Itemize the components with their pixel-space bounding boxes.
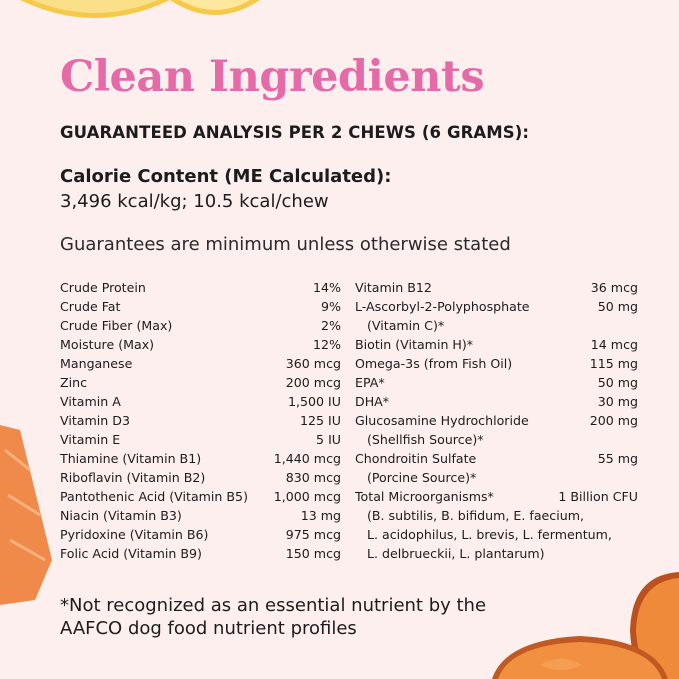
nutrient-name: Total Microorganisms*: [355, 489, 494, 504]
nutrient-row: Biotin (Vitamin H)* 14 mcg: [355, 335, 638, 354]
nutrient-name: Crude Protein: [60, 280, 146, 295]
nutrient-row: DHA* 30 mg: [355, 392, 638, 411]
nutrient-row: Niacin (Vitamin B3) 13 mg: [60, 506, 341, 525]
nutrient-value: 2%: [321, 318, 341, 333]
nutrient-name: Crude Fiber (Max): [60, 318, 173, 333]
nutrient-row: Crude Protein 14%: [60, 278, 341, 297]
salmon-image: [0, 425, 52, 605]
nutrient-row: Vitamin D3 125 IU: [60, 411, 341, 430]
nutrient-value: 14 mcg: [590, 337, 638, 352]
nutrient-name: EPA*: [355, 375, 385, 390]
nutrient-value: 50 mg: [597, 299, 638, 314]
nutrient-name: Vitamin B12: [355, 280, 432, 295]
nutrient-value: 200 mg: [589, 413, 638, 428]
nutrient-row: Zinc 200 mcg: [60, 373, 341, 392]
nutrient-subtext: (B. subtilis, B. bifidum, E. faecium,: [367, 508, 584, 523]
nutrient-subtext: L. acidophilus, L. brevis, L. fermentum,: [367, 527, 612, 542]
sweet-potato-image: [492, 572, 679, 679]
nutrient-value: 360 mcg: [285, 356, 341, 371]
footnote-line: *Not recognized as an essential nutrient…: [60, 595, 487, 616]
nutrient-value: 9%: [321, 299, 341, 314]
nutrient-value: 115 mg: [589, 356, 638, 371]
nutrient-table-right: Vitamin B12 36 mcg L-Ascorbyl-2-Polyphosph…: [355, 278, 638, 563]
nutrient-table-left: Crude Protein 14% Crude Fat 9% Crude Fiber (…: [60, 278, 341, 563]
nutrient-value: 125 IU: [300, 413, 341, 428]
nutrient-subtext: (Vitamin C)*: [367, 318, 445, 333]
nutrient-name: Niacin (Vitamin B3): [60, 508, 182, 523]
nutrient-value: 5 IU: [316, 432, 341, 447]
nutrient-name: Riboflavin (Vitamin B2): [60, 470, 206, 485]
nutrient-value: 55 mg: [597, 451, 638, 466]
nutrient-row: Pantothenic Acid (Vitamin B5) 1,000 mcg: [60, 487, 341, 506]
nutrient-name: L-Ascorbyl-2-Polyphosphate: [355, 299, 530, 314]
nutrient-name: Crude Fat: [60, 299, 121, 314]
nutrient-value: 36 mcg: [590, 280, 638, 295]
nutrient-row: Vitamin E 5 IU: [60, 430, 341, 449]
nutrient-subtext: (Porcine Source)*: [367, 470, 477, 485]
nutrient-value: 30 mg: [597, 394, 638, 409]
nutrient-value: 1,500 IU: [288, 394, 341, 409]
nutrient-value: 1,000 mcg: [273, 489, 341, 504]
nutrient-name: Chondroitin Sulfate: [355, 451, 477, 466]
nutrient-row: Glucosamine Hydrochloride 200 mg: [355, 411, 638, 430]
nutrient-value: 50 mg: [597, 375, 638, 390]
page-title: Clean Ingredients: [60, 52, 485, 102]
calorie-label: Calorie Content (ME Calculated):: [60, 166, 392, 187]
nutrient-row: Pyridoxine (Vitamin B6) 975 mcg: [60, 525, 341, 544]
nutrient-value: 14%: [313, 280, 341, 295]
nutrient-row: Manganese 360 mcg: [60, 354, 341, 373]
nutrient-value: 200 mcg: [285, 375, 341, 390]
nutrient-row: L-Ascorbyl-2-Polyphosphate 50 mg: [355, 297, 638, 316]
nutrient-value: 1,440 mcg: [273, 451, 341, 466]
nutrient-name: Vitamin A: [60, 394, 121, 409]
nutrient-value: 12%: [313, 337, 341, 352]
nutrient-name: Folic Acid (Vitamin B9): [60, 546, 202, 561]
nutrient-name: Biotin (Vitamin H)*: [355, 337, 474, 352]
nutrient-name: Thiamine (Vitamin B1): [60, 451, 202, 466]
nutrient-subtext: L. delbrueckii, L. plantarum): [367, 546, 545, 561]
nutrient-row: Chondroitin Sulfate 55 mg: [355, 449, 638, 468]
nutrient-name: DHA*: [355, 394, 390, 409]
nutrient-row: Total Microorganisms* 1 Billion CFU: [355, 487, 638, 506]
nutrient-row: Moisture (Max) 12%: [60, 335, 341, 354]
nutrient-name: Moisture (Max): [60, 337, 155, 352]
nutrient-value: 13 mg: [300, 508, 341, 523]
lemon-image: [20, 0, 260, 18]
nutrient-row: Vitamin B12 36 mcg: [355, 278, 638, 297]
nutrient-value: 975 mcg: [285, 527, 341, 542]
nutrient-name: Glucosamine Hydrochloride: [355, 413, 529, 428]
footnote: *Not recognized as an essential nutrient…: [60, 594, 486, 640]
nutrient-row: Folic Acid (Vitamin B9) 150 mcg: [60, 544, 341, 563]
nutrient-row: Crude Fat 9%: [60, 297, 341, 316]
nutrient-row: Thiamine (Vitamin B1) 1,440 mcg: [60, 449, 341, 468]
nutrient-row: Riboflavin (Vitamin B2) 830 mcg: [60, 468, 341, 487]
nutrient-row: Crude Fiber (Max) 2%: [60, 316, 341, 335]
nutrient-name: Vitamin D3: [60, 413, 130, 428]
analysis-heading: GUARANTEED ANALYSIS PER 2 CHEWS (6 GRAMS…: [60, 123, 530, 142]
nutrient-value: 1 Billion CFU: [558, 489, 638, 504]
nutrient-name: Zinc: [60, 375, 88, 390]
guarantees-note: Guarantees are minimum unless otherwise …: [60, 234, 511, 255]
nutrient-row: Omega-3s (from Fish Oil) 115 mg: [355, 354, 638, 373]
nutrient-subtext: (Shellfish Source)*: [367, 432, 484, 447]
nutrient-name: Vitamin E: [60, 432, 121, 447]
footnote-line: AAFCO dog food nutrient profiles: [60, 618, 357, 639]
nutrient-name: Omega-3s (from Fish Oil): [355, 356, 513, 371]
nutrient-value: 830 mcg: [285, 470, 341, 485]
nutrient-row: EPA* 50 mg: [355, 373, 638, 392]
calorie-value: 3,496 kcal/kg; 10.5 kcal/chew: [60, 191, 329, 212]
nutrient-value: 150 mcg: [285, 546, 341, 561]
nutrient-name: Manganese: [60, 356, 133, 371]
nutrient-row: Vitamin A 1,500 IU: [60, 392, 341, 411]
nutrient-name: Pantothenic Acid (Vitamin B5): [60, 489, 248, 504]
nutrient-name: Pyridoxine (Vitamin B6): [60, 527, 209, 542]
